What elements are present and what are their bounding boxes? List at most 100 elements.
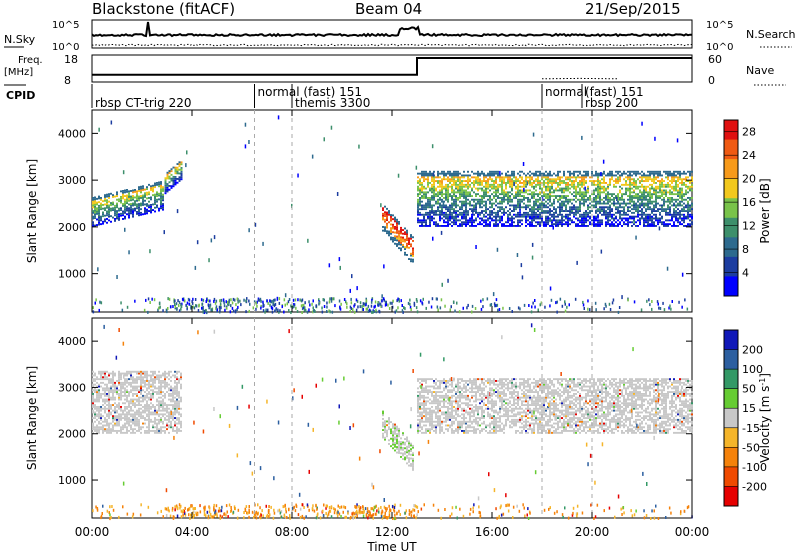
scatter-cell [148,396,150,399]
scatter-cell [527,206,529,209]
scatter-cell [388,234,390,237]
scatter-cell [629,197,631,199]
scatter-cell [371,310,373,314]
scatter-cell [118,417,120,419]
scatter-cell [523,197,525,199]
scatter-cell [595,183,597,186]
scatter-cell [593,182,595,184]
scatter-cell [593,198,595,201]
scatter-cell [651,200,653,203]
scatter-cell [130,374,132,377]
scatter-cell [100,413,102,416]
scatter-cell [146,188,148,190]
scatter-cell [567,185,569,188]
scatter-cell [625,219,627,222]
scatter-cell [477,223,479,226]
scatter-cell [465,221,467,224]
scatter-cell [439,180,441,182]
scatter-cell [142,409,144,412]
scatter-cell [110,207,112,210]
scatter-cell [392,225,394,228]
scatter-cell [673,221,675,224]
scatter-cell [427,200,429,203]
scatter-cell [463,211,465,214]
scatter-cell [515,206,517,209]
scatter-cell [358,144,360,149]
scatter-cell [607,202,609,205]
scatter-cell [679,172,681,175]
scatter-cell [567,187,569,190]
scatter-cell [392,425,394,427]
scatter-cell [130,424,132,427]
scatter-cell [148,200,150,203]
scatter-cell [323,298,325,302]
scatter-cell [653,200,655,203]
scatter-cell [507,191,509,194]
scatter-cell [513,182,515,187]
scatter-cell [166,188,169,191]
scatter-cell [669,208,671,211]
scatter-cell [569,176,571,179]
scatter-cell [531,176,533,179]
scatter-cell [100,223,102,226]
scatter-cell [589,223,591,226]
scatter-cell [499,180,501,182]
scatter-cell [148,413,150,416]
scatter-cell [302,303,304,307]
scatter-cell [455,174,457,177]
scatter-cell [485,185,487,188]
scatter-cell [497,187,499,190]
scatter-cell [108,402,110,405]
scatter-cell [640,308,643,312]
scatter-cell [583,223,585,226]
scatter-cell [545,219,547,222]
scatter-cell [166,424,168,427]
scatter-cell [118,378,120,381]
scatter-cell [605,187,607,190]
scatter-cell [451,172,453,175]
scatter-cell [431,185,433,188]
colorbar-segment [724,139,738,160]
scatter-cell [146,204,148,207]
scatter-cell [435,213,437,216]
scatter-cell [150,209,152,212]
scatter-cell [402,236,404,239]
scatter-cell [483,197,485,199]
scatter-cell [675,189,677,192]
scatter-cell [573,180,575,182]
scatter-cell [124,398,126,401]
scatter-cell [475,217,477,220]
scatter-cell [553,223,555,226]
scatter-cell [168,387,170,390]
scatter-cell [142,204,144,206]
scatter-cell [489,200,491,203]
scatter-cell [559,183,561,186]
scatter-cell [449,206,451,209]
scatter-cell [278,297,281,301]
scatter-cell [579,189,581,192]
scatter-cell [124,391,126,393]
scatter-cell [126,189,128,191]
scatter-cell [390,421,392,423]
scatter-cell [394,235,396,238]
scatter-cell [160,420,162,423]
scatter-cell [579,204,581,207]
scatter-cell [581,135,583,140]
scatter-cell [495,304,497,308]
scatter-cell [557,195,559,197]
scatter-cell [649,198,651,201]
scatter-cell [486,297,489,301]
scatter-cell [675,206,677,209]
scatter-cell [447,208,449,211]
scatter-cell [148,422,150,425]
scatter-cell [388,422,390,425]
scatter-cell [683,178,685,181]
scatter-cell [519,209,521,214]
scatter-cell [501,215,503,218]
scatter-cell [400,299,402,303]
scatter-cell [675,183,677,186]
scatter-cell [653,193,655,196]
scatter-cell [136,207,138,210]
scatter-cell [100,426,102,429]
scatter-cell [132,422,134,425]
